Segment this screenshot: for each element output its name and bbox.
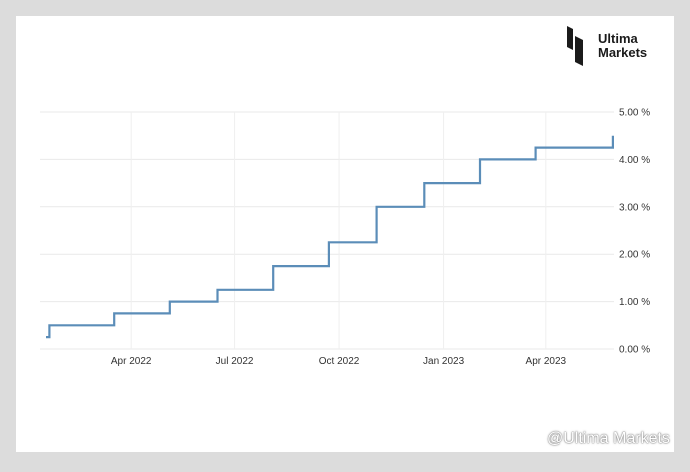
- x-tick-label: Oct 2022: [319, 356, 360, 367]
- y-tick-label: 1.00 %: [619, 297, 650, 308]
- watermark-text: @Ultima Markets: [547, 430, 670, 447]
- y-axis-ticks: 0.00 % 1.00 % 2.00 % 3.00 % 4.00 % 5.00 %: [619, 108, 650, 356]
- x-tick-label: Apr 2022: [111, 356, 152, 367]
- y-tick-label: 2.00 %: [619, 250, 650, 261]
- y-tick-label: 5.00 %: [619, 108, 650, 119]
- x-tick-label: Apr 2023: [526, 356, 567, 367]
- weibo-icon: [530, 432, 544, 445]
- brand-name-line1: Ultima: [598, 31, 638, 46]
- y-tick-label: 4.00 %: [619, 155, 650, 166]
- brand-name-line2: Markets: [598, 45, 648, 60]
- brand-logo: Ultima Markets: [566, 24, 676, 66]
- rate-series-line: [46, 135, 614, 339]
- chart-card: [16, 16, 674, 452]
- x-tick-label: Jan 2023: [423, 356, 465, 367]
- series-lines: [46, 135, 614, 339]
- x-axis-ticks: Apr 2022 Jul 2022 Oct 2022 Jan 2023 Apr 2023: [111, 356, 567, 367]
- y-tick-label: 0.00 %: [619, 345, 650, 356]
- x-tick-label: Jul 2022: [216, 356, 254, 367]
- gridlines: [40, 111, 614, 350]
- y-tick-label: 3.00 %: [619, 202, 650, 213]
- ultima-logo-mark-icon: [567, 26, 583, 66]
- watermark: @Ultima Markets: [530, 430, 670, 448]
